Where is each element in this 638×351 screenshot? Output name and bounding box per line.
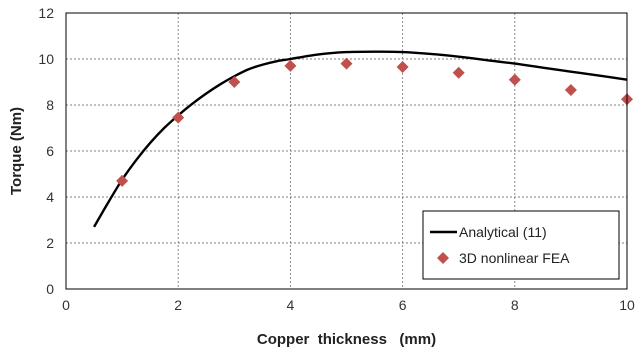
y-axis-title: Torque (Nm)	[8, 107, 25, 195]
series-layer	[93, 50, 633, 228]
tick-layer: 0 2 4 6 8 10 0 2 4 6 8 10 12	[38, 5, 635, 313]
legend-box	[422, 210, 620, 280]
y-tick-label: 10	[38, 51, 54, 67]
fea-data-point	[116, 174, 129, 187]
fea-data-point	[228, 76, 241, 88]
legend-entry-fea: 3D nonlinear FEA	[459, 250, 570, 266]
plot-frame	[65, 12, 628, 290]
fea-data-point	[452, 66, 465, 79]
legend: Analytical (11) 3D nonlinear FEA	[422, 210, 620, 280]
x-tick-label: 6	[399, 297, 407, 313]
x-tick-label: 4	[287, 297, 295, 313]
legend-entry-analytical: Analytical (11)	[459, 224, 547, 240]
x-tick-label: 10	[619, 297, 635, 313]
x-tick-label: 0	[62, 297, 70, 313]
analytical-series-line	[93, 50, 628, 228]
fea-data-point	[564, 84, 577, 97]
y-tick-label: 0	[46, 281, 54, 297]
y-tick-label: 4	[46, 189, 54, 205]
x-tick-label: 2	[174, 297, 182, 313]
legend-diamond-swatch	[437, 252, 449, 264]
y-tick-label: 2	[46, 235, 54, 251]
y-tick-label: 6	[46, 143, 54, 159]
fea-data-point	[172, 111, 185, 124]
fea-data-point	[508, 73, 521, 86]
y-tick-label: 8	[46, 97, 54, 113]
y-tick-label: 12	[38, 5, 54, 21]
fea-data-point	[396, 61, 409, 74]
fea-data-point	[284, 59, 297, 72]
x-tick-label: 8	[511, 297, 519, 313]
x-axis-title: Copper thickness (mm)	[257, 331, 436, 348]
fea-data-point	[340, 57, 353, 70]
